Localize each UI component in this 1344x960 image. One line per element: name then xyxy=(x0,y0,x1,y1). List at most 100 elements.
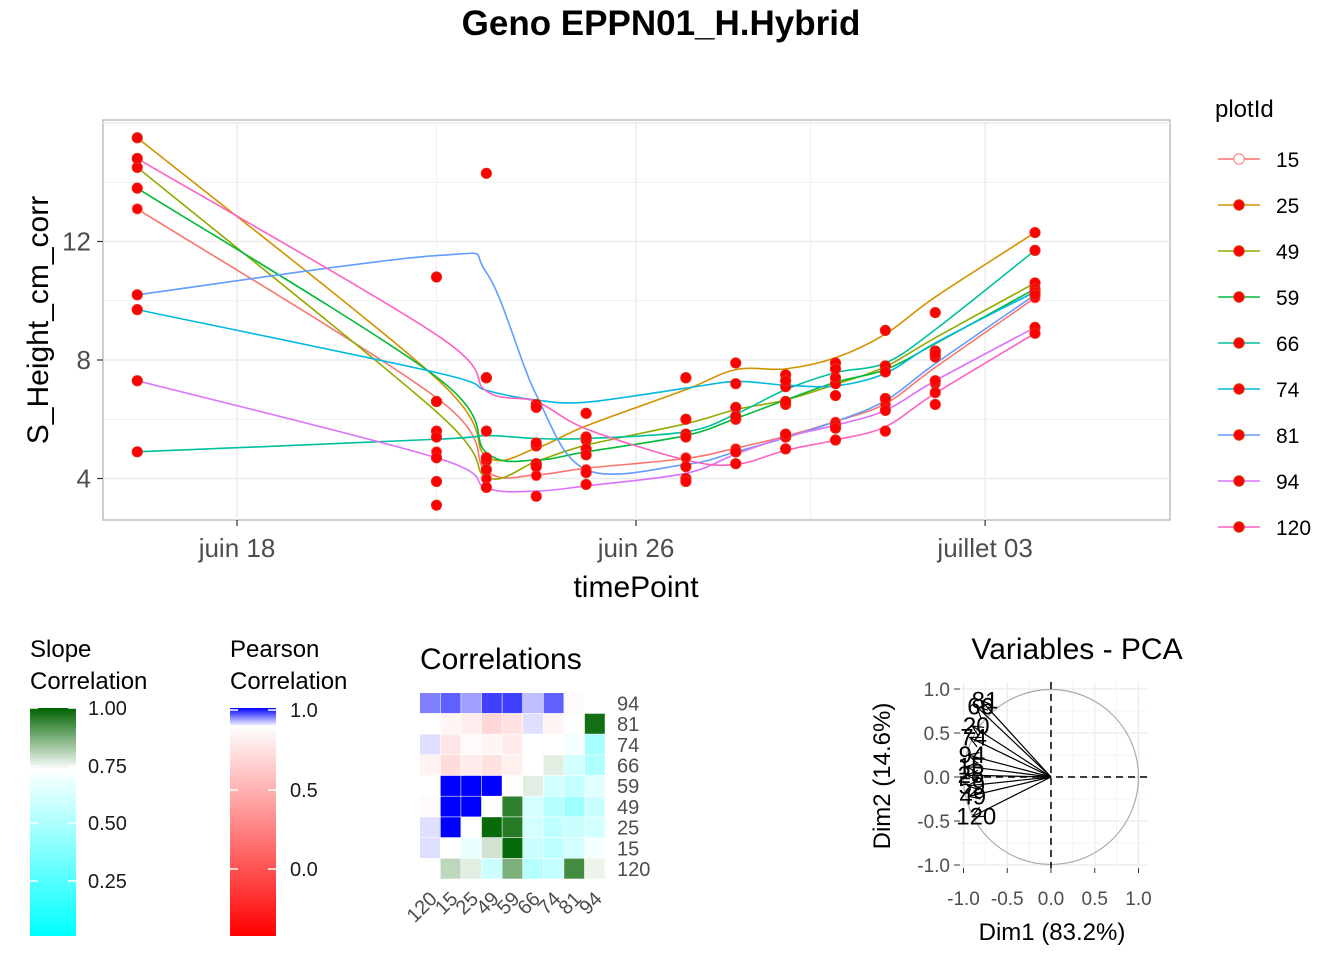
legend-label-59: 59 xyxy=(1276,287,1299,310)
heatmap-cell-120-25 xyxy=(461,858,482,879)
data-point-25 xyxy=(430,452,443,464)
heatmap-cell-94-59 xyxy=(502,693,523,714)
heatmap-cell-25-81 xyxy=(564,817,585,838)
heatmap-cell-49-66 xyxy=(523,796,543,817)
data-point-120 xyxy=(879,425,891,437)
heatmap-row-label: 81 xyxy=(617,714,639,736)
y-tick-label: 12 xyxy=(62,226,91,256)
legend-point-25 xyxy=(1233,199,1245,211)
legend-point-15 xyxy=(1233,153,1245,165)
y-axis-label: S_Height_cm_corr xyxy=(22,196,55,444)
legend-point-74 xyxy=(1233,383,1245,395)
line-y-ticks: 4 8 12 xyxy=(62,226,103,494)
heatmap-cell-15-74 xyxy=(543,837,564,858)
pca-x-tick-label: 1.0 xyxy=(1125,889,1151,910)
pca-arrowhead-94 xyxy=(966,752,980,764)
heatmap-cell-66-120 xyxy=(420,755,440,776)
heatmap-cell-15-94 xyxy=(584,837,605,858)
heatmap-cell-120-66 xyxy=(523,858,543,879)
data-point-81 xyxy=(131,289,143,301)
heatmap-cell-59-25 xyxy=(461,775,482,796)
data-point-74 xyxy=(680,372,692,384)
data-point-81 xyxy=(929,375,941,387)
heatmap-cell-25-94 xyxy=(584,817,605,838)
heatmap-cell-94-25 xyxy=(461,693,482,714)
heatmap-row-label: 15 xyxy=(617,838,639,860)
data-point-74 xyxy=(829,389,842,402)
heatmap-cell-59-49 xyxy=(481,775,502,796)
y-tick-label: 8 xyxy=(77,345,91,375)
heatmap-cell-25-66 xyxy=(523,817,543,838)
pca-arrowhead-49 xyxy=(967,788,981,800)
heatmap-row-label: 94 xyxy=(617,693,639,715)
data-point-66 xyxy=(131,446,143,458)
heatmap-cell-59-94 xyxy=(584,775,605,796)
pca-arrow-59 xyxy=(967,776,1052,787)
legend-point-66 xyxy=(1233,337,1245,349)
slope-legend-title-2: Correlation xyxy=(30,668,147,695)
heatmap-row-label: 74 xyxy=(617,735,639,757)
pca-arrow-49 xyxy=(968,776,1052,797)
heatmap-row-label: 25 xyxy=(617,818,639,840)
data-point-81 xyxy=(480,167,492,179)
slope-tick-label: 0.25 xyxy=(88,871,127,893)
heatmap-row-label: 49 xyxy=(617,797,639,819)
plotid-legend: plotId 15 25 49 59 66 74 81 94 120 xyxy=(1215,96,1311,540)
data-point-94 xyxy=(480,481,492,494)
data-point-120 xyxy=(1029,327,1041,339)
data-point-81 xyxy=(879,392,891,405)
data-point-94 xyxy=(730,446,742,458)
pca-arrow-label-81: 81 xyxy=(972,687,999,714)
pca-arrow-label-20: 20 xyxy=(963,713,990,740)
heatmap-cell-25-15 xyxy=(440,817,461,838)
data-point-74 xyxy=(780,375,792,387)
data-point-120 xyxy=(480,372,492,384)
heatmap-cell-59-66 xyxy=(523,775,543,796)
pca-arrow-label-120: 120 xyxy=(956,804,996,831)
heatmap-cell-59-120 xyxy=(420,775,440,796)
heatmap-cell-74-120 xyxy=(420,734,440,755)
pca-x-tick-label: -1.0 xyxy=(947,889,980,910)
pca-x-tick-label: 0.5 xyxy=(1082,889,1108,910)
heatmap-cell-25-74 xyxy=(543,817,564,838)
heatmap-cell-81-59 xyxy=(502,713,523,734)
pearson-colorbar-ticks: 1.0 0.5 0.0 xyxy=(230,700,318,881)
data-point-81 xyxy=(680,461,692,473)
legend-label-81: 81 xyxy=(1276,425,1299,448)
heatmap-cell-49-74 xyxy=(543,796,564,817)
data-point-94 xyxy=(430,475,443,488)
heatmap-cell-120-81 xyxy=(564,858,585,879)
correlation-legends: Slope Correlation 1.00 0.75 0.50 0.25 Pears… xyxy=(30,636,347,936)
heatmap-cell-74-66 xyxy=(523,734,543,755)
pca-arrow-120 xyxy=(971,776,1052,818)
heatmap-cell-66-49 xyxy=(481,755,502,776)
legend-label-49: 49 xyxy=(1276,241,1299,264)
data-point-59 xyxy=(480,452,492,464)
pca-arrowhead-74 xyxy=(968,736,982,748)
heatmap-cell-15-120 xyxy=(420,837,440,858)
data-point-15 xyxy=(131,203,143,215)
heatmap-cell-49-81 xyxy=(564,796,585,817)
heatmap-cell-59-81 xyxy=(564,775,585,796)
pca-x-tick-label: -0.5 xyxy=(991,889,1024,910)
data-point-59 xyxy=(580,449,592,461)
data-point-66 xyxy=(480,425,492,437)
heatmap-cell-49-15 xyxy=(440,796,461,817)
heatmap-cell-74-94 xyxy=(584,734,605,755)
heatmap-cell-81-66 xyxy=(523,713,543,734)
pca-arrow-66 xyxy=(976,706,1052,778)
legend-point-59 xyxy=(1233,291,1245,303)
pca-arrow-74 xyxy=(969,736,1052,778)
heatmap-cell-81-74 xyxy=(543,713,564,734)
heatmap-cell-81-120 xyxy=(420,713,440,734)
pca-y-tick-label: 0.0 xyxy=(924,768,950,789)
heatmap-cell-94-49 xyxy=(481,693,502,714)
data-point-120 xyxy=(929,398,941,411)
y-tick-label: 4 xyxy=(77,464,91,494)
data-point-74 xyxy=(879,366,891,378)
data-point-49 xyxy=(430,499,443,511)
data-point-120 xyxy=(780,443,792,455)
